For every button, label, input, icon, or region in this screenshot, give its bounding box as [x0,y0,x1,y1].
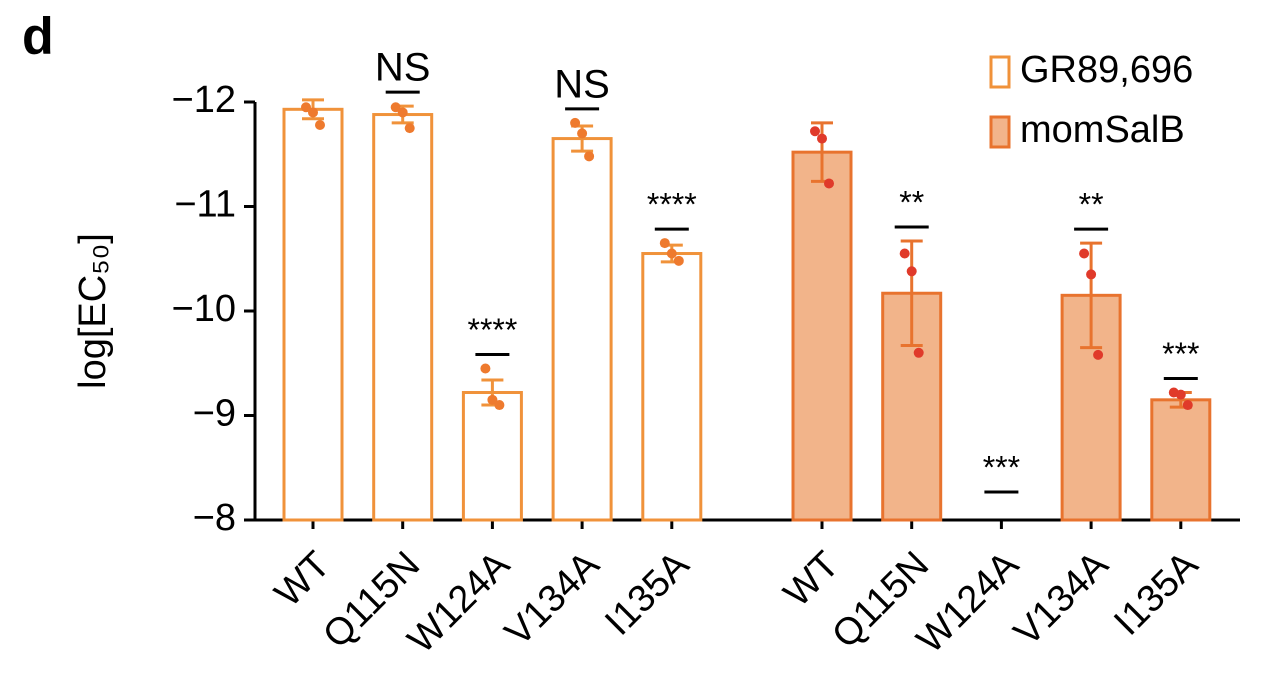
y-tick-label: −10 [172,288,236,330]
bar [641,252,703,522]
bar [282,107,344,522]
panel-label: d [22,8,54,66]
legend-swatch [989,115,1011,149]
data-point [824,178,834,189]
data-point [494,400,505,411]
significance-label: *** [1162,336,1199,372]
data-point [673,255,684,266]
data-point [315,119,325,130]
x-tick-label: WT [267,544,338,615]
y-tick-label: −12 [172,79,236,121]
data-point [1093,349,1104,360]
significance-label: *** [983,449,1020,485]
data-point [301,102,311,113]
data-point [397,107,408,118]
data-point [817,133,827,144]
significance-label: NS [375,46,431,90]
y-tick-label: −9 [193,393,236,435]
data-point [906,266,917,277]
data-point [810,126,820,137]
legend-label: GR89,696 [1020,49,1193,91]
bar [551,137,613,522]
significance-label: ** [1079,187,1104,223]
y-axis-label: log[EC₅₀] [72,233,114,389]
data-point [899,248,910,259]
data-point [487,394,498,405]
significance-label: NS [554,62,610,106]
data-point [404,123,415,134]
data-point [1086,269,1097,280]
data-point [308,107,318,118]
data-point [577,128,588,139]
data-point [390,102,401,113]
data-point [1182,400,1193,411]
bar [1150,398,1212,522]
significance-label: **** [467,312,517,348]
data-point [666,248,677,259]
y-tick-label: −11 [174,184,236,226]
data-point [1175,389,1186,400]
x-tick-label: W124A [400,543,518,661]
bar [461,391,523,522]
legend-swatch [989,55,1011,89]
data-point [584,151,595,162]
data-point [1079,248,1090,259]
significance-label: **** [647,187,697,223]
data-point [913,347,924,358]
data-point [659,238,670,249]
data-point [570,117,581,128]
legend-label: momSalB [1020,109,1185,151]
y-tick-label: −8 [193,497,236,539]
x-tick-label: I135A [597,543,697,643]
bar [372,113,434,522]
significance-label: ** [899,184,924,220]
bar [791,150,853,522]
data-point [480,363,491,374]
x-tick-label: WT [776,544,847,615]
x-tick-label: V134A [1006,543,1117,654]
x-tick-label: W124A [909,543,1027,661]
x-tick-label: V134A [497,543,608,654]
x-tick-label: I135A [1106,543,1206,643]
